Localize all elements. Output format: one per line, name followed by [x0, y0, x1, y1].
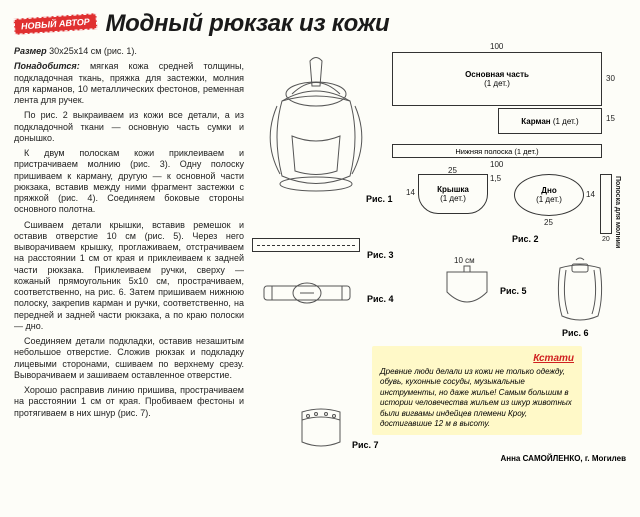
backpack-illustration — [252, 46, 380, 196]
para-4: Соединяем детали подкладки, оставив неза… — [14, 336, 244, 381]
pattern-main: Основная часть (1 дет.) — [392, 52, 602, 106]
text-column: Размер 30х25х14 см (рис. 1). Понадобится… — [14, 46, 244, 446]
bottom-qty: (1 дет.) — [536, 195, 562, 204]
fig6-backview — [548, 256, 612, 326]
author-credit: Анна САМОЙЛЕНКО, г. Могилев — [500, 454, 626, 463]
kstat-title: Кстати — [380, 352, 574, 365]
fig5-w-dim: 10 см — [454, 256, 475, 265]
fig2-label: Рис. 2 — [512, 234, 539, 244]
spec-label: Размер — [14, 46, 47, 56]
fig1-label: Рис. 1 — [366, 194, 393, 204]
new-author-badge: НОВЫЙ АВТОР — [14, 13, 98, 35]
need-label: Понадобится: — [14, 61, 80, 71]
spec-value: 30х25х14 см (рис. 1). — [49, 46, 137, 56]
para-1: По рис. 2 выкраиваем из кожи все детали,… — [14, 110, 244, 144]
bottom-label: Дно — [541, 186, 556, 195]
pocket-qty: (1 дет.) — [553, 117, 579, 126]
main-w-dim: 100 — [490, 42, 503, 51]
main-qty: (1 дет.) — [484, 79, 510, 88]
header-row: НОВЫЙ АВТОР Модный рюкзак из кожи — [14, 10, 626, 38]
fig5-label: Рис. 5 — [500, 286, 527, 296]
zipper-label: Полоска для молнии — [614, 176, 621, 248]
para-2: К двум полоскам кожи приклеиваем и прист… — [14, 148, 244, 216]
size-spec: Размер 30х25х14 см (рис. 1). — [14, 46, 244, 57]
strip-w-dim: 100 — [490, 160, 503, 169]
lid-w-dim: 25 — [448, 166, 457, 175]
pocket-label: Карман — [521, 117, 550, 126]
page-root: НОВЫЙ АВТОР Модный рюкзак из кожи Размер… — [0, 0, 640, 456]
para-5: Хорошо расправив линию пришива, прострач… — [14, 385, 244, 419]
bottom-w-dim: 25 — [544, 218, 553, 227]
lid-r-dim: 1,5 — [490, 174, 501, 183]
article-title: Модный рюкзак из кожи — [105, 10, 389, 37]
lid-label: Крышка — [437, 185, 469, 194]
fig3-label: Рис. 3 — [367, 250, 394, 260]
bottom-strip-label: Нижняя полоска (1 дет.) — [455, 147, 538, 156]
lid-h-dim: 14 — [406, 188, 415, 197]
pattern-bottom-strip: Нижняя полоска (1 дет.) — [392, 144, 602, 158]
pocket-h-dim: 15 — [606, 114, 615, 123]
para-3: Сшиваем детали крышки, вставив ремешок и… — [14, 220, 244, 333]
bottom-h-dim: 14 — [586, 190, 595, 199]
main-label: Основная часть — [465, 70, 529, 79]
main-h-dim: 30 — [606, 74, 615, 83]
materials: Понадобится: мягкая кожа средней толщины… — [14, 61, 244, 106]
diagram-area: Рис. 1 Основная часть (1 дет.) 100 30 Ка… — [252, 46, 626, 446]
pattern-zipper-strip — [600, 174, 612, 234]
content-row: Размер 30х25х14 см (рис. 1). Понадобится… — [14, 46, 626, 446]
kstat-text: Древние люди делали из кожи не только од… — [380, 367, 572, 428]
fig4-label: Рис. 4 — [367, 294, 394, 304]
fig5-pocket — [442, 264, 492, 314]
fig3-zipper — [252, 238, 360, 252]
sidebar-fact-box: Кстати Древние люди делали из кожи не то… — [372, 346, 582, 435]
pattern-lid: Крышка (1 дет.) — [418, 174, 488, 214]
fig7-label: Рис. 7 — [352, 440, 379, 450]
lid-qty: (1 дет.) — [440, 194, 466, 203]
fig7-top — [294, 402, 348, 452]
diagram-column: Рис. 1 Основная часть (1 дет.) 100 30 Ка… — [252, 46, 626, 446]
zipper-w-dim: 20 — [602, 236, 610, 243]
pattern-pocket: Карман (1 дет.) — [498, 108, 602, 134]
fig6-label: Рис. 6 — [562, 328, 589, 338]
pattern-bottom-oval: Дно (1 дет.) — [514, 174, 584, 216]
fig4-buckle — [262, 276, 352, 312]
